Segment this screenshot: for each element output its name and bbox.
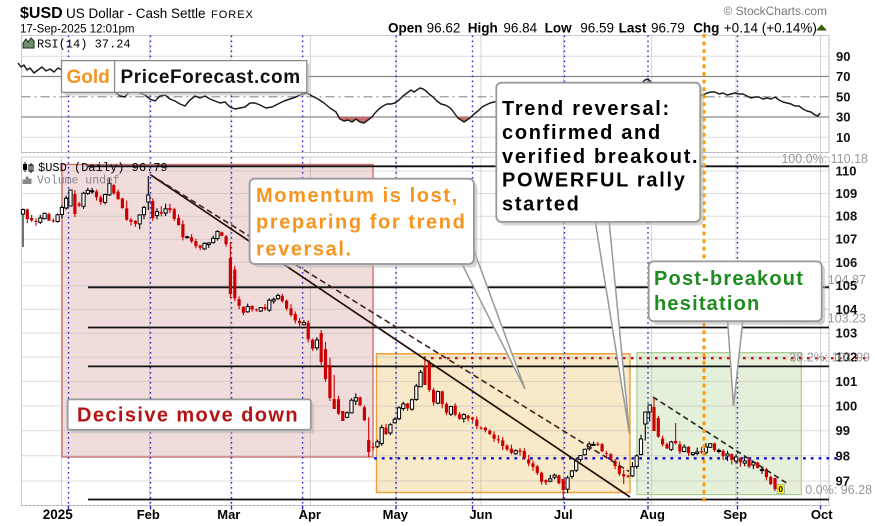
svg-text:17-Sep-2025 12:01pm: 17-Sep-2025 12:01pm	[20, 24, 134, 36]
svg-text:90: 90	[836, 49, 850, 64]
svg-text:verified breakout.: verified breakout.	[502, 146, 699, 168]
svg-text:Aug: Aug	[640, 507, 665, 522]
svg-text:101: 101	[836, 374, 858, 389]
svg-text:106: 106	[836, 255, 858, 270]
svg-text:Decisive move down: Decisive move down	[77, 405, 299, 427]
svg-text:99: 99	[836, 423, 850, 438]
svg-text:0.0%: 96.28: 0.0%: 96.28	[805, 483, 872, 497]
svg-text:hesitation: hesitation	[654, 293, 760, 315]
svg-text:70: 70	[836, 69, 850, 84]
svg-text:started: started	[502, 193, 581, 215]
svg-text:Jul: Jul	[554, 507, 573, 522]
svg-text:$USD: $USD	[20, 5, 63, 22]
svg-text:0: 0	[778, 484, 783, 494]
svg-text:104: 104	[836, 302, 858, 317]
svg-text:96.59: 96.59	[580, 21, 614, 36]
svg-text:50: 50	[836, 89, 850, 104]
svg-text:Apr: Apr	[299, 507, 321, 522]
svg-text:102: 102	[836, 350, 858, 365]
svg-text:96.62: 96.62	[427, 21, 461, 36]
svg-text:Trend reversal:: Trend reversal:	[502, 98, 671, 120]
svg-text:$USD (Daily) 96.79: $USD (Daily) 96.79	[38, 161, 168, 175]
svg-text:Momentum is lost,: Momentum is lost,	[256, 185, 459, 207]
svg-text:Mar: Mar	[217, 507, 240, 522]
svg-text:Open: Open	[388, 21, 423, 36]
svg-text:98: 98	[836, 448, 850, 463]
svg-text:reversal.: reversal.	[256, 239, 353, 261]
svg-text:Low: Low	[545, 21, 572, 36]
svg-text:confirmed and: confirmed and	[502, 122, 662, 144]
svg-text:Volume undef: Volume undef	[37, 175, 120, 188]
svg-text:Post-breakout: Post-breakout	[654, 268, 804, 290]
svg-text:May: May	[383, 507, 409, 522]
svg-text:FOREX: FOREX	[211, 9, 254, 21]
svg-text:109: 109	[836, 186, 858, 201]
svg-text:Feb: Feb	[137, 507, 160, 522]
svg-text:Chg: Chg	[693, 21, 719, 36]
svg-text:108: 108	[836, 209, 858, 224]
svg-text:RSI(14) 37.24: RSI(14) 37.24	[37, 38, 131, 52]
svg-text:High: High	[468, 21, 498, 36]
svg-text:100.0%: 110.18: 100.0%: 110.18	[781, 152, 868, 166]
svg-text:97: 97	[836, 474, 850, 489]
svg-text:preparing for trend: preparing for trend	[256, 212, 466, 234]
svg-text:107: 107	[836, 232, 858, 247]
svg-text:96.84: 96.84	[503, 21, 537, 36]
svg-text:+0.14 (+0.14%): +0.14 (+0.14%)	[724, 21, 817, 36]
svg-text:2025: 2025	[43, 507, 74, 522]
svg-text:Gold: Gold	[67, 67, 110, 88]
svg-text:110: 110	[836, 164, 857, 179]
svg-text:38.2%: 101.99: 38.2%: 101.99	[789, 351, 870, 365]
svg-text:Sep: Sep	[723, 507, 747, 522]
svg-text:POWERFUL rally: POWERFUL rally	[502, 170, 687, 192]
svg-text:105: 105	[836, 278, 858, 293]
svg-text:100: 100	[836, 399, 858, 414]
svg-text:Last: Last	[619, 21, 647, 36]
svg-text:Jun: Jun	[469, 507, 492, 522]
svg-text:PriceForecast.com: PriceForecast.com	[121, 67, 301, 88]
svg-text:103: 103	[836, 326, 858, 341]
svg-text:96.79: 96.79	[651, 21, 685, 36]
svg-text:Oct: Oct	[811, 507, 833, 522]
svg-text:30: 30	[836, 110, 850, 125]
svg-text:© StockCharts.com: © StockCharts.com	[723, 4, 827, 18]
svg-text:US Dollar - Cash Settle: US Dollar - Cash Settle	[66, 6, 206, 21]
svg-text:10: 10	[836, 130, 850, 145]
